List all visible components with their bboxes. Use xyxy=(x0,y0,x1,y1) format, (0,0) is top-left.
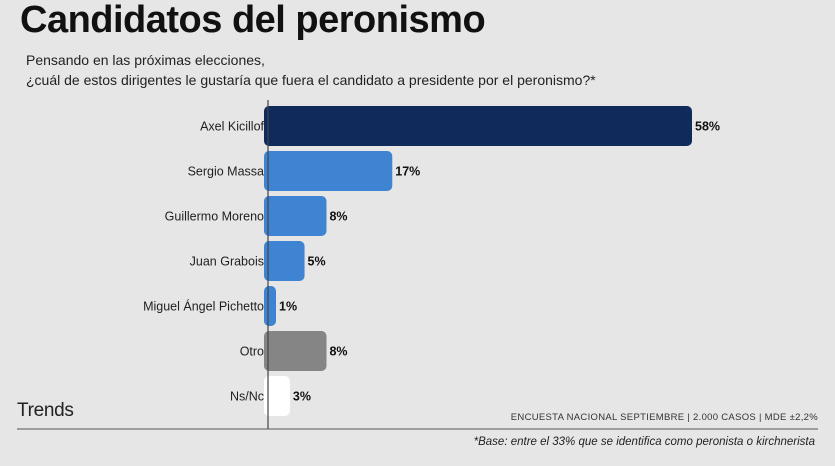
category-label: Ns/Nc xyxy=(230,390,264,404)
bar-2 xyxy=(264,196,327,236)
category-label: Juan Grabois xyxy=(190,255,264,269)
bar-4 xyxy=(264,286,276,326)
value-label: 17% xyxy=(395,165,420,179)
bar-3 xyxy=(264,241,305,281)
subtitle-line-1: Pensando en las próximas elecciones, xyxy=(26,52,265,68)
brand-logo: Trends xyxy=(17,400,74,421)
bar-6 xyxy=(264,376,290,416)
value-label: 3% xyxy=(293,390,311,404)
value-label: 1% xyxy=(279,300,297,314)
bar-1 xyxy=(264,151,393,191)
category-label: Miguel Ángel Pichetto xyxy=(143,299,264,314)
bar-5 xyxy=(264,331,327,371)
footnote: *Base: entre el 33% que se identifica co… xyxy=(473,436,815,448)
category-label: Otro xyxy=(240,345,264,359)
chart-subtitle: Pensando en las próximas elecciones, ¿cu… xyxy=(26,50,596,90)
value-label: 8% xyxy=(329,210,347,224)
value-label: 58% xyxy=(695,120,720,134)
category-label: Sergio Massa xyxy=(188,165,264,179)
subtitle-line-2: ¿cuál de estos dirigentes le gustaría qu… xyxy=(26,72,596,88)
category-label: Guillermo Moreno xyxy=(165,210,264,224)
chart-title: Candidatos del peronismo xyxy=(20,0,486,41)
value-label: 8% xyxy=(329,345,347,359)
source-note: ENCUESTA NACIONAL SEPTIEMBRE | 2.000 CAS… xyxy=(510,412,818,423)
bar-0 xyxy=(264,106,692,146)
category-label: Axel Kicillof xyxy=(200,120,264,134)
value-label: 5% xyxy=(308,255,326,269)
